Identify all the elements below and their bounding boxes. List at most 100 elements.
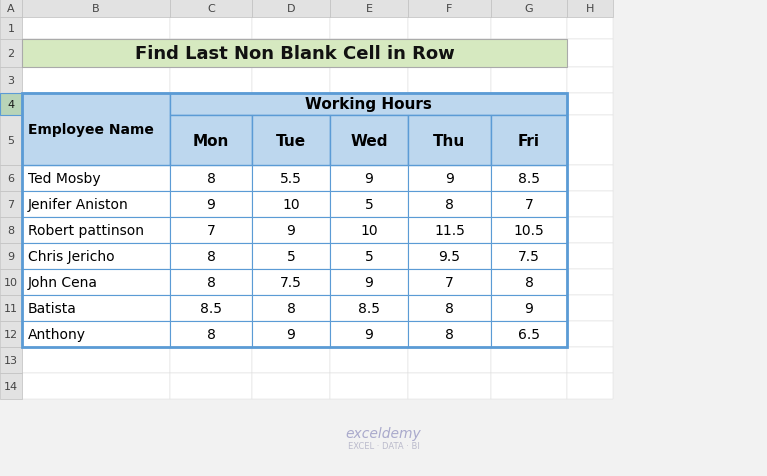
Bar	[22, 166, 170, 192]
Bar	[567, 269, 613, 296]
Bar	[252, 166, 330, 192]
Text: 6: 6	[8, 174, 15, 184]
Bar	[567, 192, 613, 218]
Text: 9: 9	[445, 172, 454, 186]
Bar	[408, 296, 491, 321]
Text: 8: 8	[206, 249, 216, 263]
Text: 1: 1	[8, 24, 15, 34]
Bar	[408, 296, 491, 321]
Text: 9: 9	[364, 172, 374, 186]
Bar	[491, 321, 567, 347]
Bar	[170, 116, 252, 166]
Text: F: F	[446, 4, 453, 14]
Bar	[22, 0, 170, 18]
Text: 8: 8	[445, 327, 454, 341]
Bar	[408, 166, 491, 192]
Bar	[22, 347, 170, 373]
Bar	[0, 0, 22, 18]
Bar	[567, 68, 613, 94]
Bar	[22, 94, 170, 116]
Bar	[567, 321, 613, 347]
Bar	[330, 18, 408, 40]
Bar	[330, 40, 408, 68]
Bar	[408, 68, 491, 94]
Text: EXCEL · DATA · BI: EXCEL · DATA · BI	[347, 441, 420, 450]
Text: Robert pattinson: Robert pattinson	[28, 224, 144, 238]
Bar	[22, 94, 567, 347]
Bar	[252, 296, 330, 321]
Bar	[408, 94, 491, 116]
Text: 8: 8	[525, 276, 533, 289]
Text: 10: 10	[282, 198, 300, 211]
Text: G: G	[525, 4, 533, 14]
Bar	[330, 347, 408, 373]
Text: 8: 8	[445, 301, 454, 315]
Bar	[491, 116, 567, 166]
Bar	[252, 192, 330, 218]
Text: 9.5: 9.5	[439, 249, 460, 263]
Bar	[22, 269, 170, 296]
Bar	[330, 192, 408, 218]
Bar	[491, 68, 567, 94]
Bar	[22, 192, 170, 218]
Text: 12: 12	[4, 329, 18, 339]
Bar	[408, 116, 491, 166]
Bar	[170, 218, 252, 244]
Bar	[22, 218, 170, 244]
Bar	[0, 347, 22, 373]
Bar	[491, 166, 567, 192]
Bar	[252, 347, 330, 373]
Text: Tue: Tue	[276, 133, 306, 148]
Text: exceldemy: exceldemy	[346, 426, 421, 441]
Text: 5: 5	[287, 249, 295, 263]
Text: 8: 8	[206, 276, 216, 289]
Bar	[22, 269, 170, 296]
Bar	[567, 116, 613, 166]
Bar	[0, 116, 22, 166]
Bar	[170, 94, 567, 116]
Text: 7: 7	[206, 224, 216, 238]
Bar	[567, 373, 613, 399]
Bar	[0, 94, 22, 116]
Bar	[330, 244, 408, 269]
Bar	[491, 40, 567, 68]
Text: D: D	[287, 4, 295, 14]
Text: 8.5: 8.5	[358, 301, 380, 315]
Bar	[0, 18, 22, 40]
Text: Working Hours: Working Hours	[305, 97, 432, 112]
Bar	[252, 321, 330, 347]
Text: 14: 14	[4, 381, 18, 391]
Text: B: B	[92, 4, 100, 14]
Bar	[22, 18, 170, 40]
Bar	[330, 244, 408, 269]
Bar	[170, 321, 252, 347]
Bar	[22, 218, 170, 244]
Bar	[567, 0, 613, 18]
Text: 7: 7	[525, 198, 533, 211]
Text: 7: 7	[445, 276, 454, 289]
Text: 9: 9	[206, 198, 216, 211]
Text: 6.5: 6.5	[518, 327, 540, 341]
Bar	[408, 244, 491, 269]
Bar	[491, 116, 567, 166]
Text: 11.5: 11.5	[434, 224, 465, 238]
Text: Batista: Batista	[28, 301, 77, 315]
Text: Jenifer Aniston: Jenifer Aniston	[28, 198, 129, 211]
Text: C: C	[207, 4, 215, 14]
Text: 9: 9	[8, 251, 15, 261]
Text: 9: 9	[525, 301, 533, 315]
Bar	[22, 296, 170, 321]
Bar	[330, 94, 408, 116]
Bar	[330, 321, 408, 347]
Bar	[252, 218, 330, 244]
Text: 9: 9	[364, 327, 374, 341]
Text: 8.5: 8.5	[200, 301, 222, 315]
Bar	[170, 166, 252, 192]
Text: 3: 3	[8, 76, 15, 86]
Bar	[252, 218, 330, 244]
Bar	[408, 321, 491, 347]
Bar	[170, 269, 252, 296]
Bar	[170, 116, 252, 166]
Bar	[330, 296, 408, 321]
Bar	[408, 18, 491, 40]
